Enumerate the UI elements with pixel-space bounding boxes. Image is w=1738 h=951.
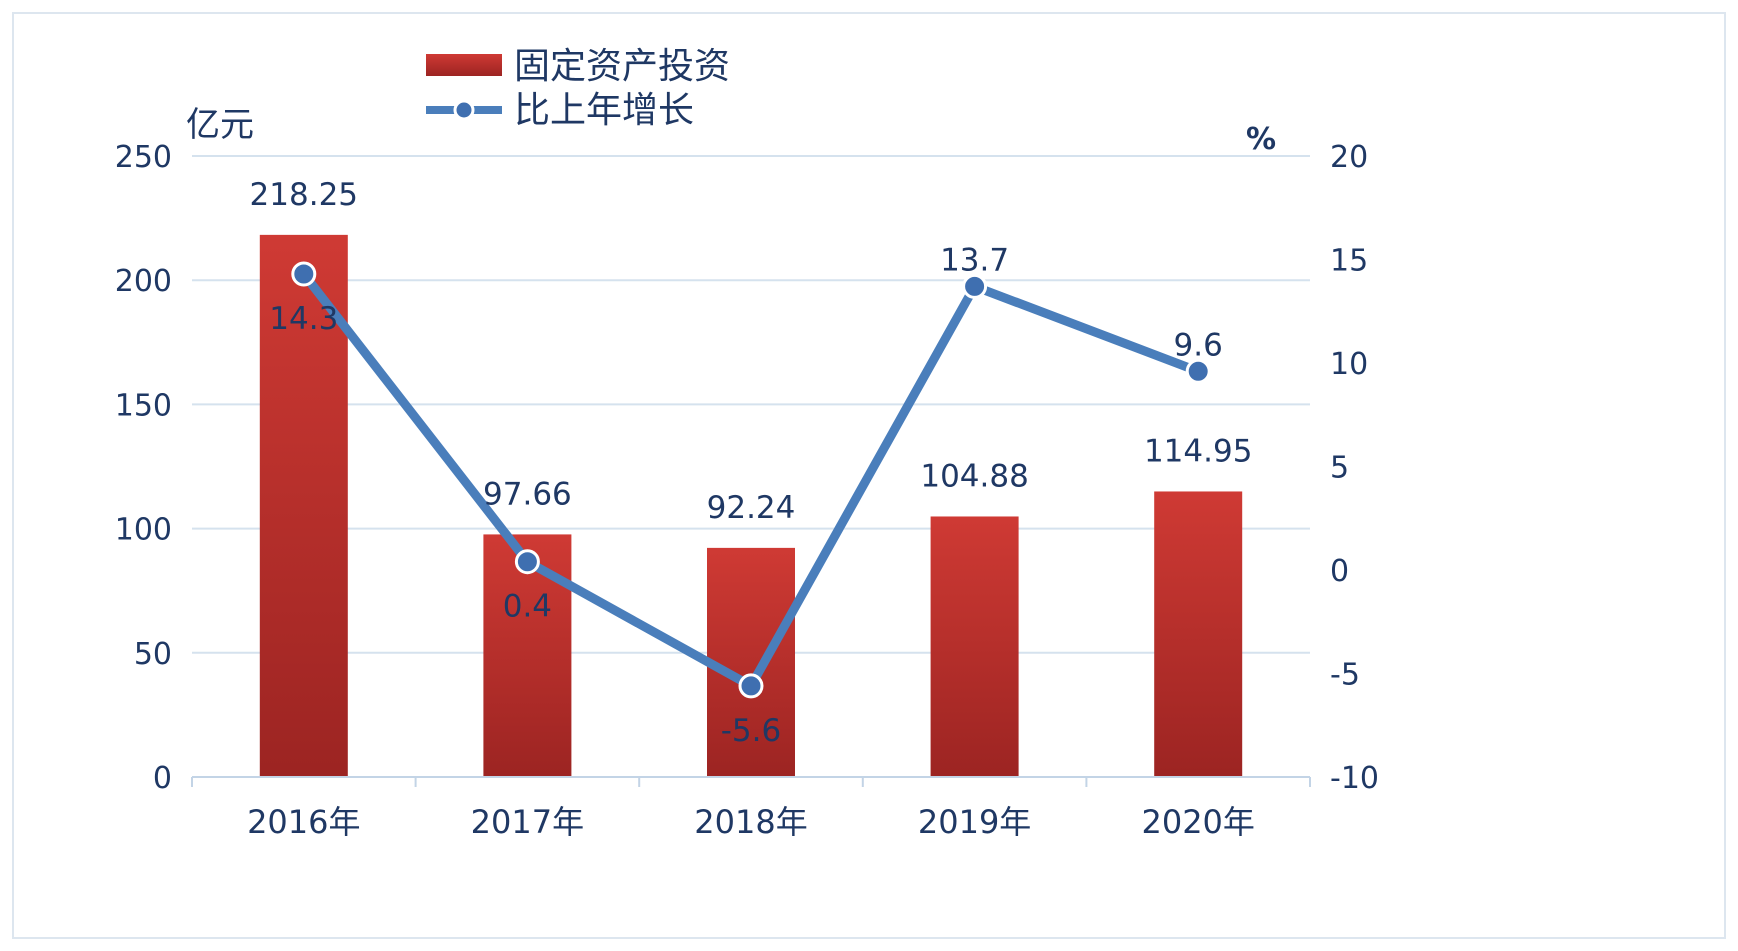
x-tick-label: 2016年 [247,803,360,841]
x-tick-label: 2019年 [918,803,1031,841]
line-value-label: 9.6 [1174,327,1223,363]
y2-tick-label: -10 [1330,761,1379,796]
line-point [1185,358,1211,384]
line-point [738,673,764,699]
left-axis-unit: 亿元 [186,105,254,145]
x-tick-label: 2020年 [1141,803,1254,841]
y2-tick-label: 5 [1330,451,1349,486]
y-tick-label: 100 [115,513,172,548]
y-tick-label: 200 [115,264,172,299]
legend-line-marker [453,99,475,121]
x-tick-label: 2018年 [694,803,807,841]
legend-line-label: 比上年增长 [514,90,694,131]
data-labels: 218.25 97.66 92.24 104.88 114.95 14.3 0.4 -5.6 1… [250,177,1253,749]
legend-bar-label: 固定资产投资 [514,46,730,87]
line-series [291,261,1211,699]
bar [930,516,1019,777]
y2-tick-label: 20 [1330,140,1368,175]
line-point [291,261,317,287]
right-axis-unit: % [1246,122,1276,157]
chart-container: 0 50 100 150 200 250 -10 -5 0 5 10 15 20 2016年 2017年 20… [12,12,1726,939]
legend-bar-swatch [426,54,502,76]
y-tick-label: 0 [153,761,172,796]
bar [707,547,795,777]
bar-value-label: 92.24 [707,490,796,526]
y-tick-label: 150 [115,388,172,423]
y2-tick-label: -5 [1330,658,1360,693]
bar-value-label: 218.25 [250,177,358,213]
y-tick-label: 50 [134,637,172,672]
y2-tick-label: 0 [1330,554,1349,589]
x-tick-label: 2017年 [471,803,584,841]
line-value-label: 0.4 [503,589,552,625]
line-value-label: 14.3 [269,301,338,337]
gridlines [192,155,1310,654]
bar-value-label: 97.66 [483,476,572,512]
line-value-label: 13.7 [940,242,1009,278]
y-tick-label: 250 [115,140,172,175]
bar [1154,491,1243,777]
y2-tick-label: 10 [1330,347,1368,382]
bar-value-label: 114.95 [1144,433,1252,469]
line-point [514,549,540,575]
legend: 固定资产投资 比上年增长 [426,46,730,131]
y2-tick-label: 15 [1330,244,1368,279]
axes: 0 50 100 150 200 250 -10 -5 0 5 10 15 20 2016年 2017年 20… [115,140,1379,841]
bar [259,234,348,777]
combo-chart: 0 50 100 150 200 250 -10 -5 0 5 10 15 20 2016年 2017年 20… [115,46,1379,841]
line-point [962,273,988,299]
line-value-label: -5.6 [721,713,782,749]
bar-value-label: 104.88 [920,458,1028,494]
